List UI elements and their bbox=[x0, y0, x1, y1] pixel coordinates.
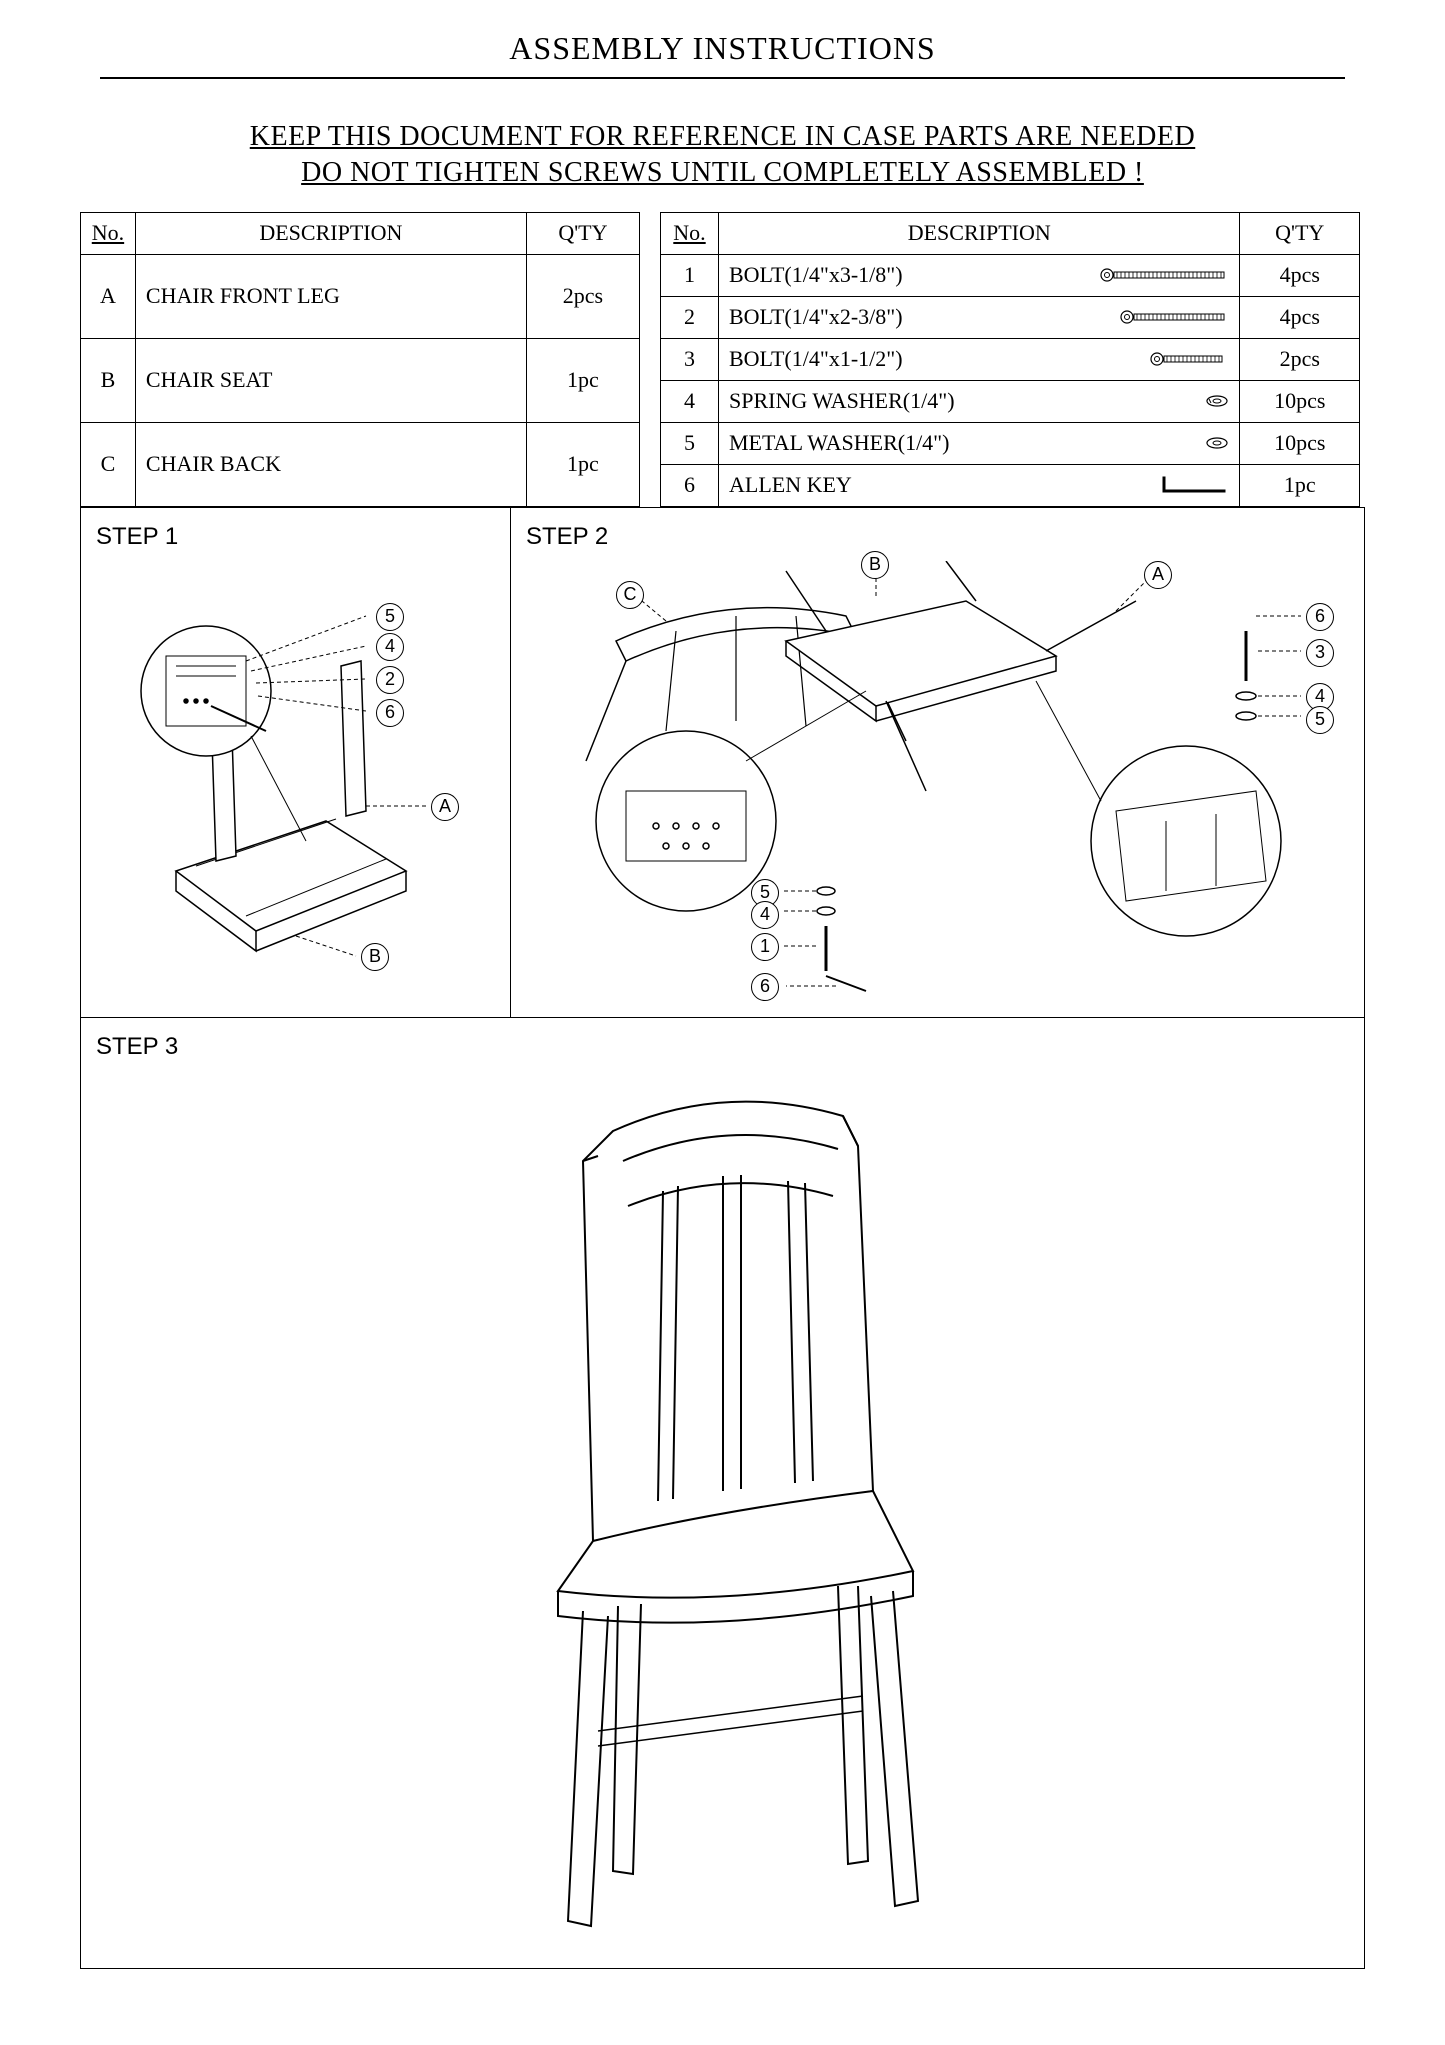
part-desc: CHAIR SEAT bbox=[135, 338, 526, 422]
flat-washer-icon bbox=[1205, 435, 1229, 451]
part-qty: 1pc bbox=[526, 422, 639, 506]
steps-grid: STEP 1 bbox=[80, 507, 1365, 1969]
part-no: B bbox=[81, 338, 136, 422]
part-qty: 2pcs bbox=[1240, 338, 1360, 380]
header-desc: DESCRIPTION bbox=[719, 212, 1240, 254]
step-1-label: STEP 1 bbox=[96, 523, 495, 551]
part-desc: METAL WASHER(1/4") bbox=[719, 422, 1240, 464]
bolt-long-icon bbox=[1099, 267, 1229, 283]
part-desc: BOLT(1/4"x1-1/2") bbox=[719, 338, 1240, 380]
parts-tables: No. DESCRIPTION Q'TY A CHAIR FRONT LEG 2… bbox=[80, 212, 1365, 507]
part-no: 2 bbox=[661, 296, 719, 338]
callout: B bbox=[861, 551, 889, 579]
header-no: No. bbox=[81, 212, 136, 254]
part-no: 4 bbox=[661, 380, 719, 422]
title-rule bbox=[100, 77, 1345, 79]
part-qty: 4pcs bbox=[1240, 296, 1360, 338]
part-desc: BOLT(1/4"x2-3/8") bbox=[719, 296, 1240, 338]
part-no: C bbox=[81, 422, 136, 506]
warning-line-2: DO NOT TIGHTEN SCREWS UNTIL COMPLETELY A… bbox=[301, 157, 1144, 188]
part-qty: 10pcs bbox=[1240, 422, 1360, 464]
callout: 4 bbox=[376, 633, 404, 661]
bolt-short-icon bbox=[1149, 351, 1229, 367]
callout: 3 bbox=[1306, 639, 1334, 667]
callout: 6 bbox=[376, 699, 404, 727]
header-no: No. bbox=[661, 212, 719, 254]
table-header-row: No. DESCRIPTION Q'TY bbox=[661, 212, 1360, 254]
page-title: ASSEMBLY INSTRUCTIONS bbox=[80, 20, 1365, 77]
part-no: 3 bbox=[661, 338, 719, 380]
part-qty: 1pc bbox=[526, 338, 639, 422]
callout: 4 bbox=[751, 901, 779, 929]
part-qty: 10pcs bbox=[1240, 380, 1360, 422]
step-2-diagram: B C A 6 3 4 5 5 4 1 6 bbox=[526, 561, 1349, 1000]
table-row: 2 BOLT(1/4"x2-3/8") 4pcs bbox=[661, 296, 1360, 338]
callout: 6 bbox=[1306, 603, 1334, 631]
step-3-label: STEP 3 bbox=[96, 1033, 1349, 1061]
header-qty: Q'TY bbox=[1240, 212, 1360, 254]
part-qty: 2pcs bbox=[526, 254, 639, 338]
table-row: A CHAIR FRONT LEG 2pcs bbox=[81, 254, 640, 338]
callout: A bbox=[431, 793, 459, 821]
part-no: A bbox=[81, 254, 136, 338]
main-parts-table: No. DESCRIPTION Q'TY A CHAIR FRONT LEG 2… bbox=[80, 212, 640, 507]
hardware-parts-table: No. DESCRIPTION Q'TY 1 BOLT(1/4"x3-1/8")… bbox=[660, 212, 1360, 507]
part-desc: SPRING WASHER(1/4") bbox=[719, 380, 1240, 422]
callout: A bbox=[1144, 561, 1172, 589]
callout: 5 bbox=[376, 603, 404, 631]
part-qty: 4pcs bbox=[1240, 254, 1360, 296]
step-2-cell: STEP 2 bbox=[511, 508, 1364, 1018]
table-header-row: No. DESCRIPTION Q'TY bbox=[81, 212, 640, 254]
allen-key-icon bbox=[1159, 475, 1229, 495]
part-qty: 1pc bbox=[1240, 464, 1360, 506]
table-row: 6 ALLEN KEY 1pc bbox=[661, 464, 1360, 506]
step-3-diagram bbox=[96, 1071, 1349, 1951]
table-row: 5 METAL WASHER(1/4") 10pcs bbox=[661, 422, 1360, 464]
step-1-cell: STEP 1 bbox=[81, 508, 511, 1018]
header-qty: Q'TY bbox=[526, 212, 639, 254]
callout: 5 bbox=[1306, 706, 1334, 734]
callout: 6 bbox=[751, 973, 779, 1001]
table-row: C CHAIR BACK 1pc bbox=[81, 422, 640, 506]
table-row: B CHAIR SEAT 1pc bbox=[81, 338, 640, 422]
header-desc: DESCRIPTION bbox=[135, 212, 526, 254]
step-3-cell: STEP 3 bbox=[81, 1018, 1364, 1968]
part-no: 1 bbox=[661, 254, 719, 296]
step-2-label: STEP 2 bbox=[526, 523, 1349, 551]
warning-block: KEEP THIS DOCUMENT FOR REFERENCE IN CASE… bbox=[120, 119, 1325, 192]
callout: 2 bbox=[376, 666, 404, 694]
spring-washer-icon bbox=[1205, 393, 1229, 409]
part-no: 6 bbox=[661, 464, 719, 506]
part-no: 5 bbox=[661, 422, 719, 464]
step-1-diagram: 5 4 2 6 A B bbox=[96, 561, 495, 1000]
part-desc: ALLEN KEY bbox=[719, 464, 1240, 506]
callout: B bbox=[361, 943, 389, 971]
warning-line-1: KEEP THIS DOCUMENT FOR REFERENCE IN CASE… bbox=[250, 121, 1195, 152]
table-row: 3 BOLT(1/4"x1-1/2") 2pcs bbox=[661, 338, 1360, 380]
callout: C bbox=[616, 581, 644, 609]
part-desc: CHAIR BACK bbox=[135, 422, 526, 506]
bolt-med-icon bbox=[1119, 309, 1229, 325]
part-desc: BOLT(1/4"x3-1/8") bbox=[719, 254, 1240, 296]
callout: 1 bbox=[751, 933, 779, 961]
part-desc: CHAIR FRONT LEG bbox=[135, 254, 526, 338]
table-row: 1 BOLT(1/4"x3-1/8") 4pcs bbox=[661, 254, 1360, 296]
table-row: 4 SPRING WASHER(1/4") 10pcs bbox=[661, 380, 1360, 422]
